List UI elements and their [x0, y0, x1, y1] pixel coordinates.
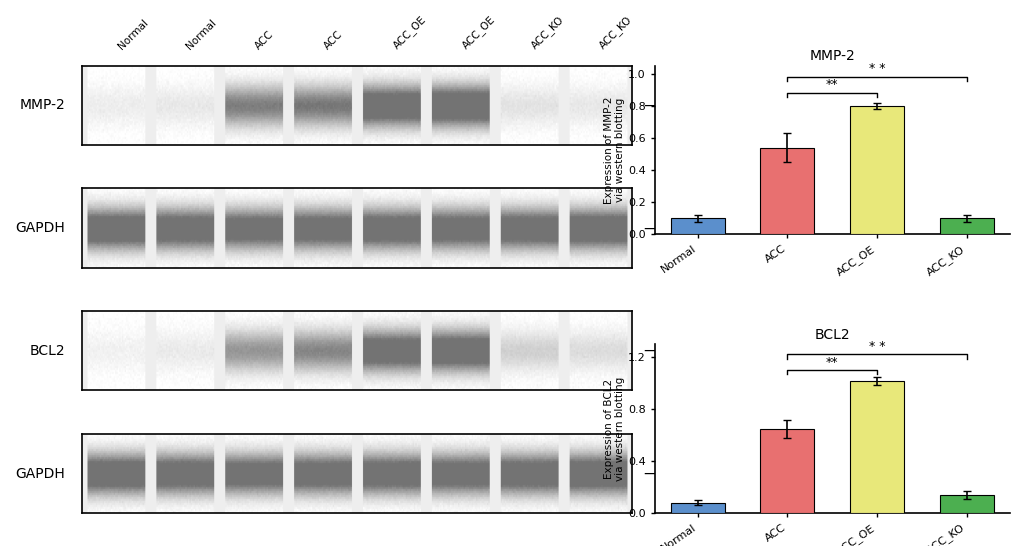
Text: GAPDH: GAPDH	[15, 467, 65, 480]
Bar	[760, 429, 813, 513]
Text: ACC_KO: ACC_KO	[528, 14, 566, 51]
Text: ACC: ACC	[322, 29, 344, 51]
Text: * *: * *	[868, 62, 884, 75]
Bar	[671, 503, 723, 513]
Title: MMP-2: MMP-2	[808, 49, 854, 63]
Bar	[938, 495, 993, 513]
Text: —: —	[642, 221, 657, 235]
Bar	[850, 381, 903, 513]
Text: 36kDa: 36kDa	[681, 222, 721, 234]
Text: GAPDH: GAPDH	[15, 221, 65, 235]
Text: BCL2: BCL2	[30, 344, 65, 358]
Text: —: —	[642, 98, 657, 112]
Text: —: —	[642, 466, 657, 481]
Text: * *: * *	[868, 340, 884, 353]
Text: ACC: ACC	[254, 29, 276, 51]
Y-axis label: Expression of MMP-2
via western blotting: Expression of MMP-2 via western blotting	[603, 96, 625, 204]
Text: MMP-2: MMP-2	[19, 98, 65, 112]
Y-axis label: Expression of BCL2
via western blotting: Expression of BCL2 via western blotting	[603, 377, 625, 481]
Text: ACC_KO: ACC_KO	[597, 14, 634, 51]
Text: ACC_OE: ACC_OE	[460, 14, 497, 51]
Text: Normal: Normal	[184, 17, 218, 51]
Text: 26kDa: 26kDa	[681, 345, 721, 357]
Bar	[850, 106, 903, 234]
Bar	[671, 218, 723, 234]
Text: 36kDa: 36kDa	[681, 467, 721, 480]
Text: ACC_OE: ACC_OE	[391, 14, 428, 51]
Text: **: **	[825, 355, 838, 369]
Text: 72kDa: 72kDa	[681, 99, 721, 111]
Text: **: **	[825, 78, 838, 91]
Bar	[760, 147, 813, 234]
Title: BCL2: BCL2	[813, 328, 849, 342]
Bar	[938, 218, 993, 234]
Text: Normal: Normal	[116, 17, 150, 51]
Text: —: —	[642, 343, 657, 358]
